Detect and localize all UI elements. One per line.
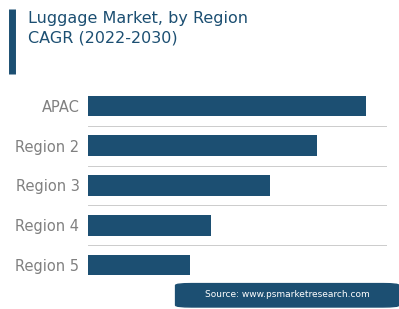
Bar: [88, 135, 317, 156]
Bar: [88, 95, 367, 116]
Text: Source: www.psmarketresearch.com: Source: www.psmarketresearch.com: [205, 290, 369, 299]
Text: Luggage Market, by Region
CAGR (2022-2030): Luggage Market, by Region CAGR (2022-203…: [28, 11, 248, 45]
Bar: [88, 255, 190, 275]
FancyBboxPatch shape: [176, 284, 399, 307]
Bar: [88, 215, 211, 235]
Bar: [88, 175, 270, 196]
